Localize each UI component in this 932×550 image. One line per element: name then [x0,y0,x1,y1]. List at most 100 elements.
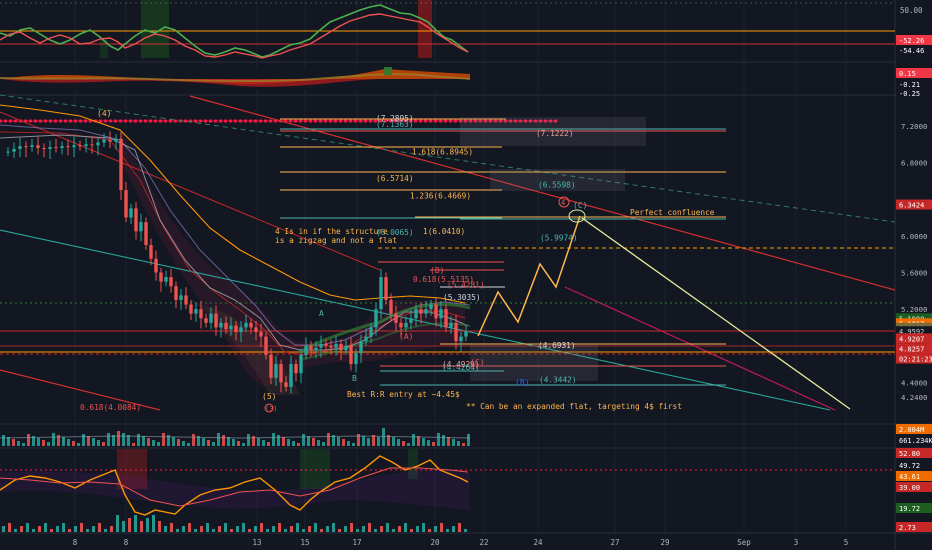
osc-histogram-bar [416,526,419,532]
candle-body [409,318,413,323]
candle-body [224,322,228,330]
candle-body [379,277,383,310]
osc-histogram-bar [386,523,389,532]
fib-label: (4.4929) [442,360,480,369]
volume-bar [457,441,460,446]
osc-histogram-bar [26,523,29,532]
volume-bar [402,441,405,446]
osc-histogram-bar [122,521,125,532]
osc-histogram-bar [362,526,365,532]
candle-body [374,309,378,328]
volume-bar [322,442,325,446]
volume-bar [327,433,330,446]
volume-bar [212,442,215,446]
volume-bar [312,438,315,446]
x-tick-label: Sep [737,538,751,547]
x-tick-label: 29 [660,538,669,547]
volume-bar [347,441,350,446]
volume-bar [12,439,15,446]
candle-body [319,343,323,348]
volume-bar [67,439,70,446]
candle-body [129,208,133,218]
fib-label: 0.618(4.0084) [80,403,141,412]
volume-bar [77,443,80,446]
price-badge-text: 6.3424 [899,202,924,210]
volume-bar [132,443,135,446]
candle-body [239,327,243,332]
osc-histogram-bar [314,523,317,532]
osc-histogram-bar [236,526,239,532]
candle-body [454,322,458,342]
fib-label: (5.3035) [443,293,481,302]
volume-pane [0,428,471,446]
osc-histogram-bar [254,526,257,532]
volume-bar [97,440,100,446]
osc-histogram-bar [92,526,95,532]
candle-body [96,142,100,146]
volume-bar [17,441,20,446]
osc-histogram-bar [182,526,185,532]
candle-body [349,345,353,365]
osc-histogram-bar [74,526,77,532]
osc-histogram-bar [368,523,371,532]
volume-bar [317,440,320,446]
candle-body [314,347,318,351]
osc-histogram-bar [392,529,395,532]
x-tick-label: 13 [252,538,261,547]
osc-histogram-bar [284,529,287,532]
note-expanded-flat: ** Can be an expanded flat, targeting 4$… [466,402,682,411]
volume-bar [427,440,430,446]
candle-body [359,341,363,354]
price-tick-label: 4.4000 [901,378,927,387]
volume-bar [372,435,375,446]
wave-labels: (4) (5) (3) A B (A) (B) (C) (B) 4 (C) [97,109,587,413]
volume-bar [47,442,50,446]
volume-bar [237,441,240,446]
candle-body [389,299,393,314]
axis-badge-text: 49.72 [899,462,920,470]
price-badge-text: 02:21:23 [899,356,932,364]
osc-histogram-bar [146,518,149,532]
price-tick-label: 4.2400 [901,393,927,402]
candle-body [209,313,213,323]
price-tick-label: 7.2000 [901,122,927,131]
candle-body [434,304,438,319]
bottom-oscillator-histogram [2,515,467,532]
price-tick-label: 5.6000 [901,268,927,277]
candle-body [114,138,118,142]
osc-histogram-bar [398,526,401,532]
volume-bar [22,443,25,446]
osc-histogram-bar [422,523,425,532]
price-tick-label: 6.0000 [901,232,927,241]
osc-histogram-bar [140,521,143,532]
volume-bar [407,443,410,446]
volume-bar [357,434,360,446]
candle-body [189,304,193,314]
candle-body [284,382,288,387]
osc-histogram-bar [446,529,449,532]
osc-histogram-bar [128,518,131,532]
candle-body [159,272,163,282]
volume-bar [387,435,390,446]
volume-bar [442,435,445,446]
volume-bar [182,441,185,446]
osc-histogram-bar [272,526,275,532]
volume-bar [342,439,345,446]
volume-bar [227,437,230,446]
candle-body [154,258,158,273]
volume-bar [32,436,35,446]
volume-bar [332,435,335,446]
price-tick-label: 6.8000 [901,159,927,168]
osc-histogram-bar [266,529,269,532]
candle-body [108,139,112,142]
candle-body [274,364,278,378]
volume-bar [142,436,145,446]
candle-body [60,146,64,148]
fib-label: (4.4264) [442,363,480,372]
candle-body [164,277,168,282]
candle-body [234,325,238,332]
osc-histogram-bar [38,526,41,532]
osc-histogram-bar [350,523,353,532]
candle-body [289,364,293,387]
